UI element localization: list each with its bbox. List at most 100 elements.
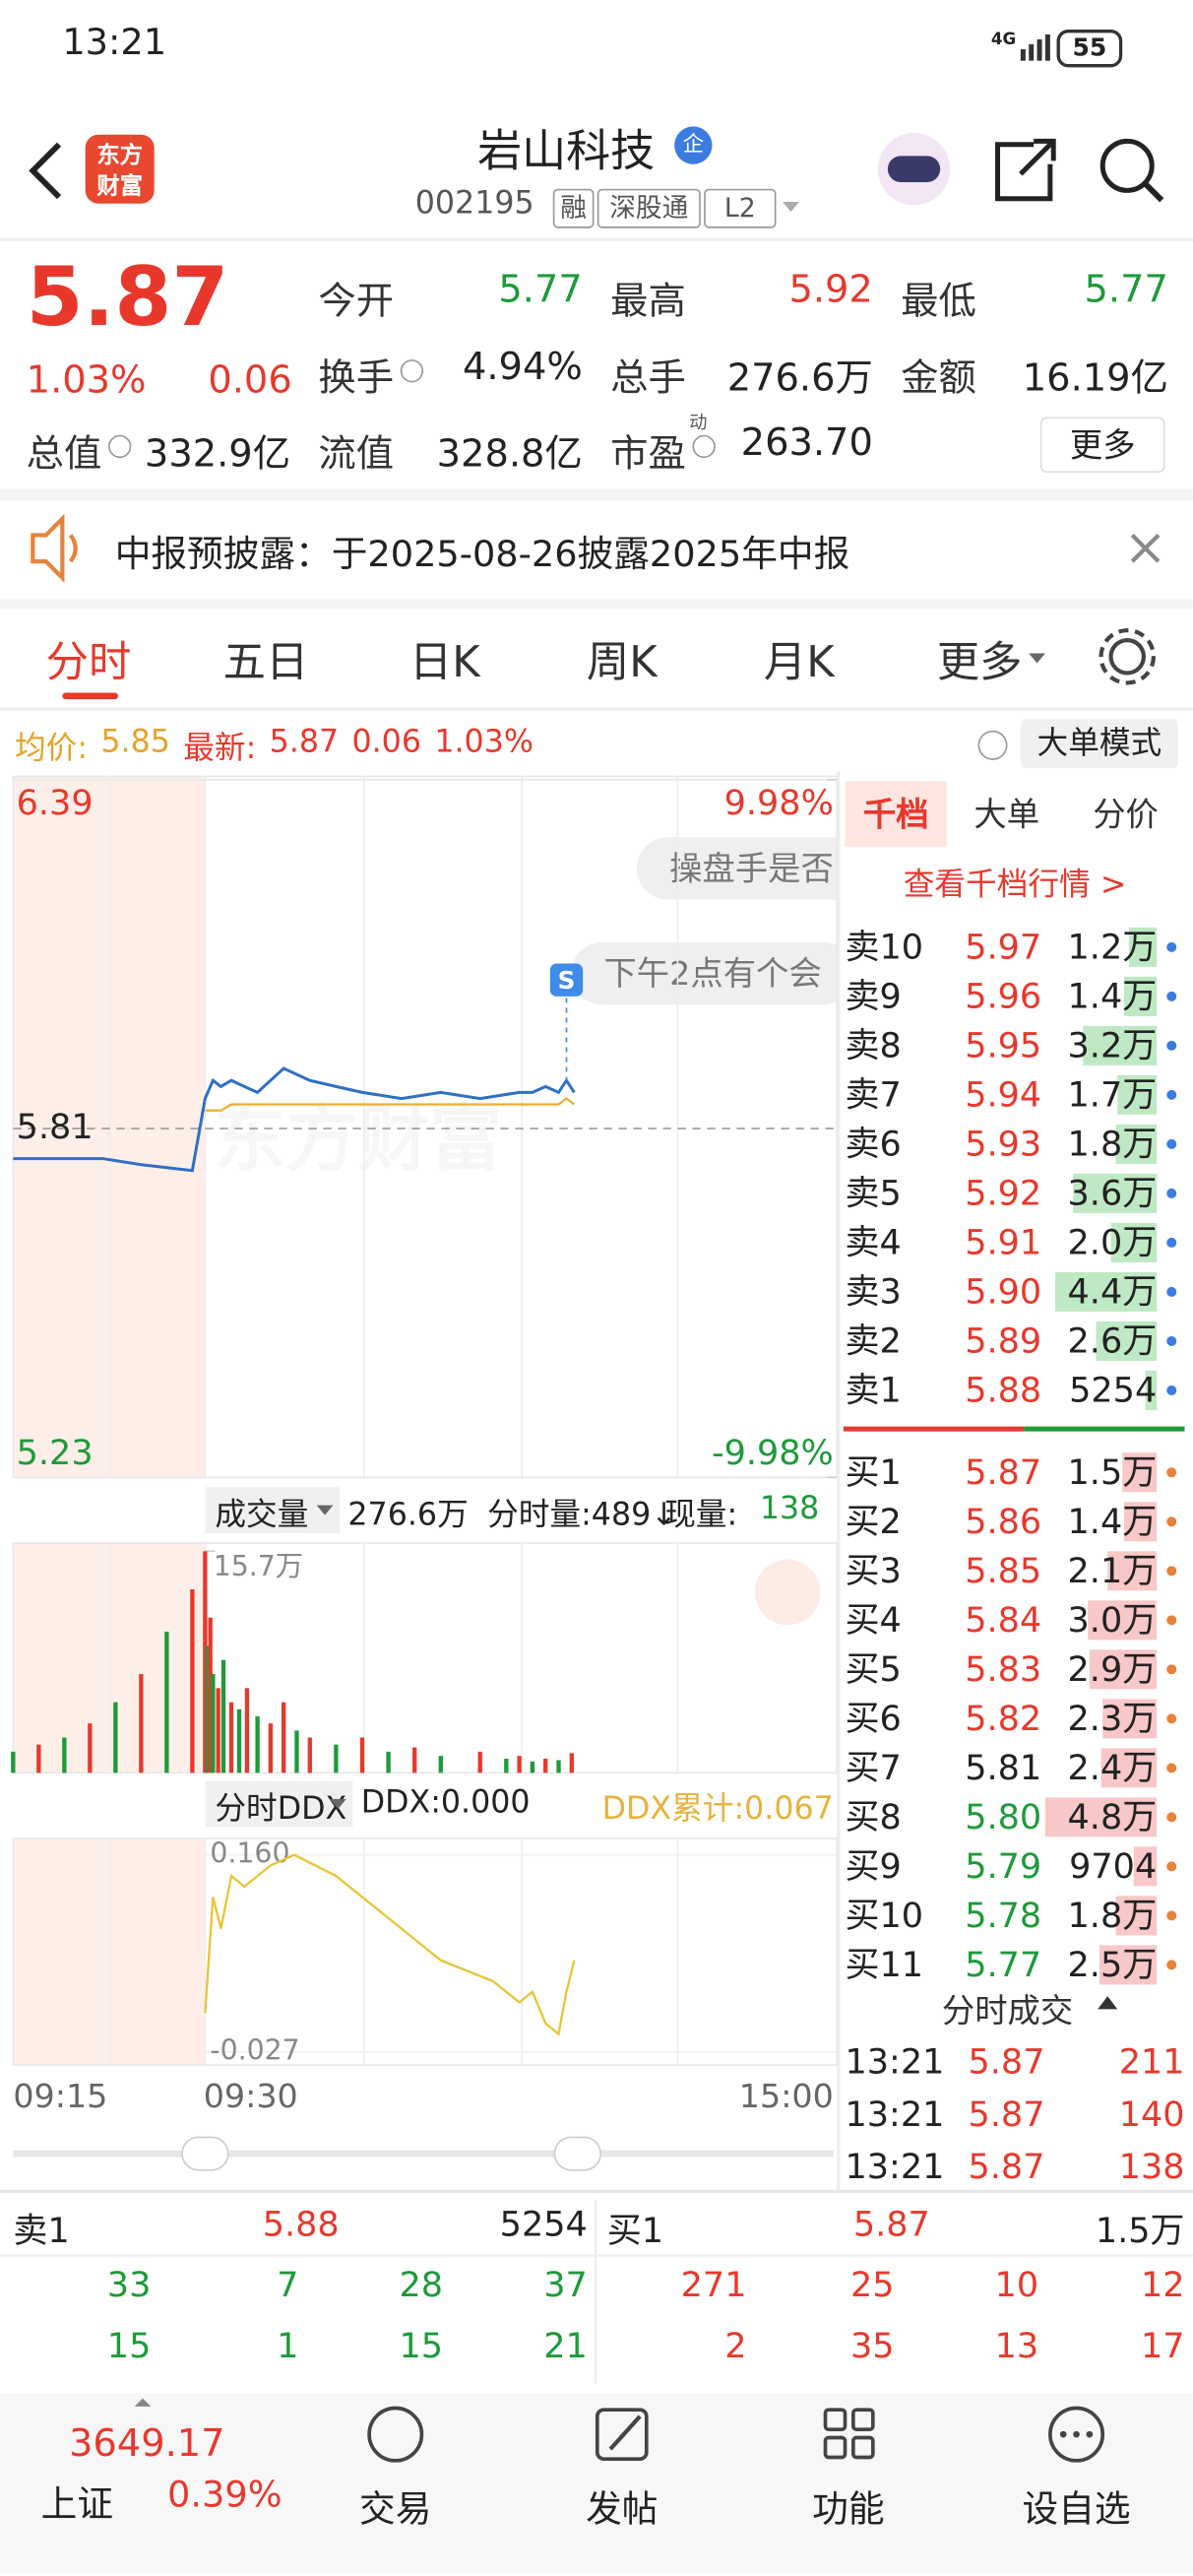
book-price: 5.81 — [965, 1748, 1042, 1788]
book-volume: 1.5万 — [1067, 1452, 1158, 1493]
book-volume: 1.4万 — [1067, 976, 1158, 1016]
book-dot — [1166, 1237, 1177, 1248]
field-label: 换手 — [318, 357, 395, 401]
trade-price: 5.87 — [968, 2041, 1045, 2082]
field-value: 332.9亿 — [144, 433, 291, 477]
expand-button[interactable] — [754, 1559, 821, 1626]
logo[interactable]: 东方 财富 — [85, 134, 155, 204]
bid-volume-bar — [1107, 1551, 1158, 1591]
slider-handle[interactable] — [181, 2136, 229, 2171]
book-label: 买4 — [845, 1600, 902, 1641]
volume-tick-label: 15.7万 — [214, 1550, 303, 1582]
tab[interactable]: 分时 — [45, 638, 132, 688]
bid-volume-bar — [1134, 1846, 1158, 1887]
close-icon[interactable] — [1130, 533, 1161, 563]
mode-button[interactable]: 大单模式 — [1020, 719, 1178, 769]
nav-item[interactable]: 功能 — [812, 2489, 885, 2532]
ddx-title[interactable]: 分时DDX — [215, 1790, 347, 1828]
chat-bubble: 操盘手是否 — [636, 837, 838, 900]
speaker-icon — [31, 513, 65, 583]
tab[interactable]: 五日 — [222, 638, 309, 688]
settings-icon[interactable] — [1108, 638, 1146, 676]
book-price: 5.93 — [965, 1124, 1042, 1164]
book-price: 5.84 — [965, 1600, 1042, 1641]
volume-bar — [517, 1756, 522, 1773]
summary-number: 21 — [543, 2326, 588, 2366]
index-change[interactable]: 0.39% — [167, 2475, 283, 2517]
ddx-cumulative: DDX累计:0.067 — [601, 1790, 834, 1828]
book-dot — [1166, 1138, 1177, 1149]
summary-number: 17 — [1141, 2326, 1185, 2366]
volume-title[interactable]: 成交量 — [215, 1497, 309, 1533]
tab[interactable]: 日K — [408, 638, 480, 688]
search-icon[interactable] — [1099, 138, 1155, 193]
back-icon[interactable] — [29, 142, 62, 200]
post-icon[interactable] — [595, 2408, 649, 2461]
info-line: 均价: 5.85 最新: 5.87 0.06 1.03% — [15, 724, 534, 768]
dropdown-arrow — [783, 202, 799, 213]
volume-bar — [244, 1688, 250, 1773]
ddx-line — [204, 1853, 576, 2036]
book-label: 卖7 — [845, 1074, 902, 1115]
index-value[interactable]: 3649.17 — [69, 2422, 225, 2466]
tab[interactable]: 月K — [763, 638, 835, 688]
bid-volume-bar — [1044, 1797, 1158, 1837]
book-label: 买6 — [845, 1699, 902, 1739]
info-text: 5.85 — [100, 724, 170, 760]
tab[interactable]: 更多 — [936, 638, 1023, 688]
volume-bar — [386, 1751, 391, 1773]
ask-volume-bar — [1109, 1222, 1158, 1262]
book-price: 5.79 — [965, 1846, 1042, 1887]
book-price: 5.87 — [965, 1452, 1042, 1493]
book-dot — [1166, 1089, 1177, 1100]
price-line — [13, 1066, 576, 1173]
notice-text[interactable]: 中报预披露：于2025-08-26披露2025年中报 — [114, 535, 850, 577]
tag: 融 — [552, 188, 595, 228]
book-price: 5.78 — [965, 1896, 1042, 1936]
book-price: 5.89 — [965, 1320, 1042, 1361]
share-icon[interactable] — [995, 138, 1056, 202]
book-dot — [1166, 1812, 1177, 1823]
book-volume: 9704 — [1069, 1846, 1158, 1887]
book-volume: 2.3万 — [1067, 1699, 1158, 1739]
summary-number: 35 — [849, 2326, 895, 2366]
book-tab[interactable]: 分价 — [1093, 794, 1159, 834]
more-button[interactable]: 更多 — [1039, 417, 1165, 474]
book-price: 5.97 — [965, 927, 1042, 967]
watchlist-icon[interactable] — [1048, 2406, 1105, 2463]
book-price: 5.86 — [965, 1502, 1042, 1542]
stock-code: 002195 — [414, 185, 534, 223]
book-volume: 4.4万 — [1067, 1271, 1158, 1312]
pane-frame — [12, 1542, 839, 1774]
ask-volume-bar — [1117, 1074, 1158, 1115]
book-price: 5.94 — [965, 1074, 1042, 1115]
trades-title[interactable]: 分时成交 — [941, 1991, 1074, 2031]
status-time: 13:21 — [62, 23, 167, 65]
book-dot — [1166, 1615, 1177, 1626]
info-icon — [400, 359, 424, 383]
nav-item[interactable]: 发帖 — [586, 2489, 659, 2532]
nav-item[interactable]: 设自选 — [1022, 2489, 1131, 2532]
stock-name: 岩山科技 — [477, 126, 656, 178]
nav-item[interactable]: 交易 — [359, 2489, 432, 2532]
book-tab[interactable]: 大单 — [973, 794, 1040, 834]
summary-number: 12 — [1141, 2265, 1185, 2305]
trade-price: 5.87 — [968, 2147, 1045, 2187]
volume-bar — [294, 1730, 299, 1773]
volume-bar — [216, 1688, 220, 1773]
book-dot — [1166, 1910, 1177, 1921]
bid-volume-bar — [1100, 1748, 1158, 1788]
book-link[interactable]: 查看千档行情 > — [903, 867, 1127, 903]
price: 5.87 — [26, 249, 229, 346]
trade-icon[interactable] — [367, 2406, 424, 2463]
index-name[interactable]: 上证 — [40, 2484, 114, 2527]
book-tab[interactable]: 千档 — [845, 781, 947, 848]
chat-bubble: 下午2点有个会 — [571, 941, 838, 1005]
function-icon[interactable] — [823, 2408, 875, 2460]
volume-bar — [477, 1751, 482, 1773]
book-label: 卖4 — [845, 1222, 902, 1262]
book-volume: 2.1万 — [1067, 1551, 1158, 1591]
tab[interactable]: 周K — [586, 638, 658, 688]
volume-current-label: 现量: — [664, 1497, 738, 1533]
slider-handle[interactable] — [553, 2136, 601, 2171]
